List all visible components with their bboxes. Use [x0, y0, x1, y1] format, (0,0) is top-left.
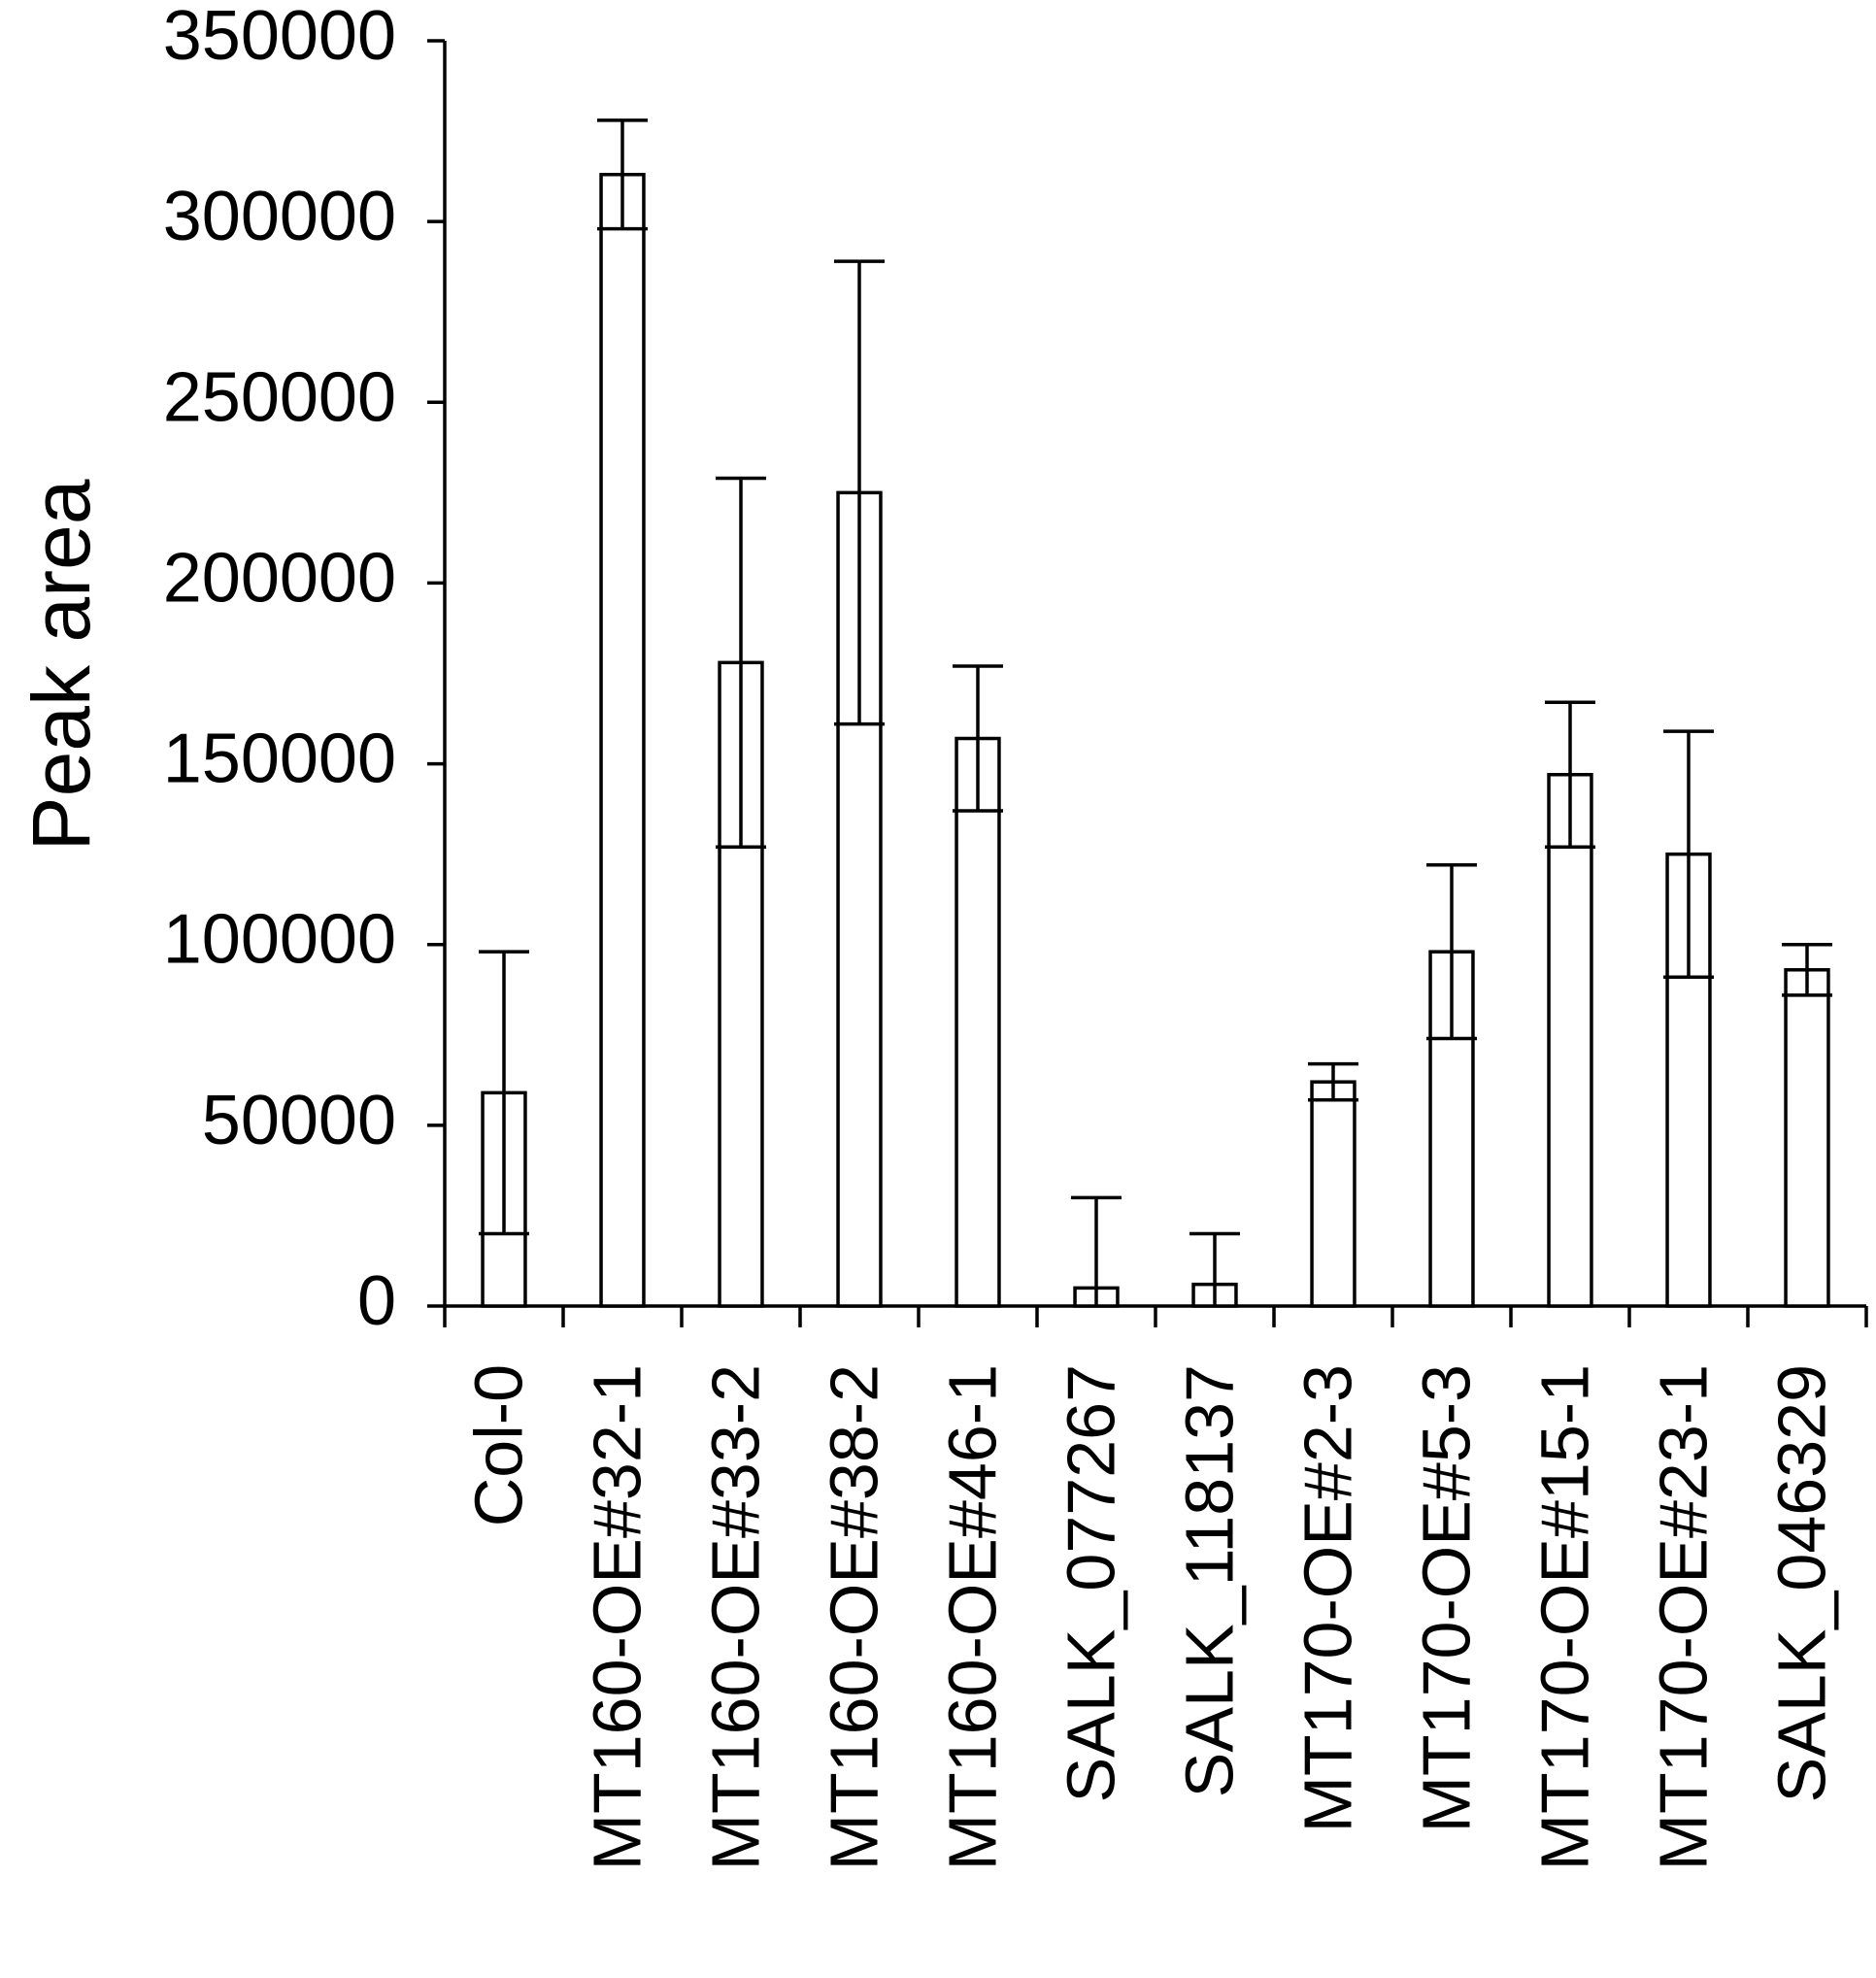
y-tick-label: 300000 — [163, 178, 396, 255]
bar — [1310, 1080, 1357, 1308]
bar — [1784, 968, 1830, 1308]
y-axis: 0 50000 100000 150000 200000 250000 300000 3500… — [163, 0, 447, 1340]
category-label: MT160-OE#46-1 — [934, 1364, 1010, 1870]
category-label: SALK_077267 — [1053, 1364, 1128, 1803]
y-tick-label: 50000 — [202, 1082, 396, 1159]
y-tick-label: 150000 — [163, 721, 396, 798]
error-bars — [479, 118, 1832, 1306]
category-label: MT170-OE#23-1 — [1645, 1364, 1721, 1870]
y-tick-label: 200000 — [163, 539, 396, 617]
bar — [1547, 772, 1593, 1308]
category-label: MT170-OE#2-3 — [1290, 1364, 1365, 1832]
category-label: MT160-OE#32-1 — [579, 1364, 654, 1870]
category-label: MT170-OE#5-3 — [1408, 1364, 1484, 1832]
category-label: Col-0 — [460, 1364, 536, 1526]
bar — [955, 736, 1001, 1308]
category-label: MT170-OE#15-1 — [1526, 1364, 1602, 1870]
y-tick-label: 0 — [357, 1262, 396, 1340]
x-axis — [443, 1304, 1868, 1327]
y-tick-label: 350000 — [163, 0, 396, 75]
category-label: SALK_118137 — [1171, 1364, 1247, 1797]
y-tick-label: 100000 — [163, 901, 396, 979]
category-labels: Col-0 MT160-OE#32-1 MT160-OE#33-2 MT160-OE#… — [460, 1364, 1839, 1870]
category-label: MT160-OE#33-2 — [697, 1364, 773, 1870]
category-label: SALK_046329 — [1763, 1364, 1839, 1803]
bars — [481, 172, 1830, 1308]
category-label: MT160-OE#38-2 — [816, 1364, 891, 1870]
y-axis-title: Peak area — [16, 479, 107, 851]
bar — [599, 172, 646, 1308]
y-tick-label: 250000 — [163, 358, 396, 436]
